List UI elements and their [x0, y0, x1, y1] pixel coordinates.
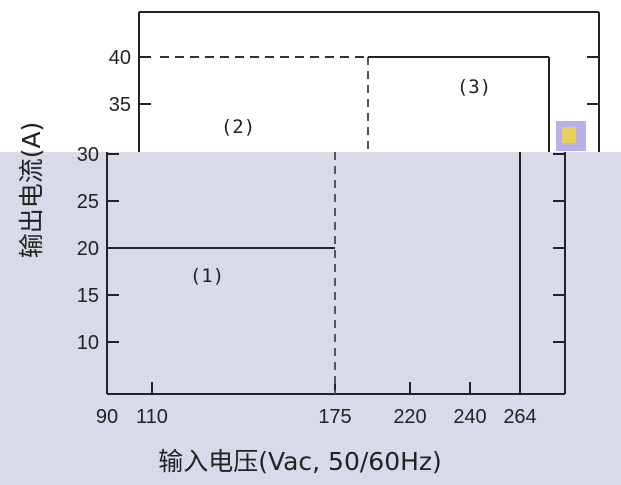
- x-axis-title: 输入电压(Vac, 50/60Hz): [158, 447, 442, 476]
- lower-xtick-label-240: 240: [453, 406, 486, 428]
- upper-ytick-label-35: 35: [109, 94, 131, 116]
- y-axis-title: 输出电流(A): [17, 122, 46, 259]
- lower-ytick-label-30: 30: [77, 144, 99, 166]
- lower-ytick-label-10: 10: [77, 332, 99, 354]
- lower-xtick-label-264: 264: [503, 406, 536, 428]
- lower-ytick-label-20: 20: [77, 238, 99, 260]
- region-label-1: (1): [190, 265, 224, 287]
- lower-xtick-label-220: 220: [393, 406, 426, 428]
- upper-ytick-label-40: 40: [109, 47, 131, 69]
- region-label-2: (2): [221, 116, 255, 138]
- region-label-3: (3): [457, 76, 491, 98]
- lower-xtick-label-90: 90: [96, 406, 118, 428]
- lower-xtick-label-110: 110: [136, 406, 168, 428]
- lower-ytick-label-25: 25: [77, 191, 99, 213]
- color-patch-inner: [562, 127, 576, 143]
- lower-xtick-label-175: 175: [318, 406, 351, 428]
- lower-ytick-label-15: 15: [77, 285, 99, 307]
- lower-panel-background-2: [0, 152, 575, 485]
